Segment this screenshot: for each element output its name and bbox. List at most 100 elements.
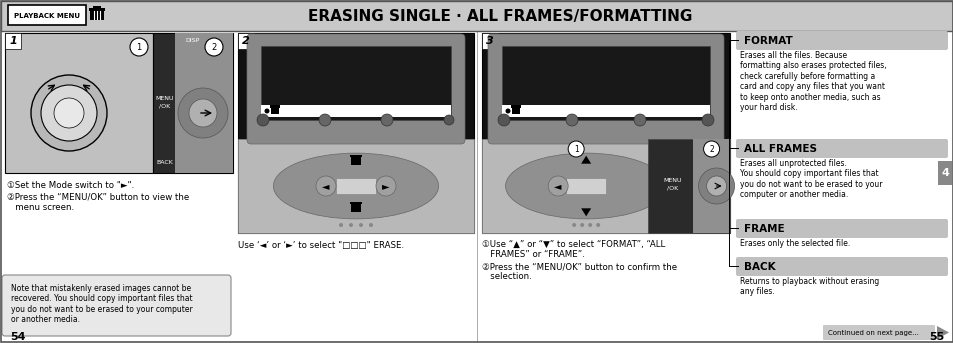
- Circle shape: [588, 223, 592, 227]
- FancyBboxPatch shape: [2, 275, 231, 336]
- Circle shape: [565, 114, 578, 126]
- Bar: [8, 5, 86, 25]
- Text: 2: 2: [708, 144, 713, 154]
- Bar: [237, 33, 474, 233]
- Circle shape: [349, 223, 353, 227]
- Text: ②Press the “MENU/OK” button to view the
   menu screen.: ②Press the “MENU/OK” button to view the …: [7, 193, 189, 212]
- Bar: [481, 33, 729, 233]
- Bar: [693, 139, 729, 233]
- Circle shape: [375, 176, 395, 196]
- Circle shape: [701, 114, 713, 126]
- Text: ◄: ◄: [322, 181, 330, 191]
- Bar: [501, 105, 709, 117]
- Circle shape: [338, 223, 343, 227]
- Circle shape: [358, 223, 363, 227]
- Text: ALL FRAMES: ALL FRAMES: [743, 143, 816, 154]
- Bar: [152, 33, 233, 173]
- Text: ②Press the “MENU/OK” button to confirm the
   selection.: ②Press the “MENU/OK” button to confirm t…: [481, 262, 677, 281]
- Text: 4: 4: [940, 168, 948, 178]
- FancyBboxPatch shape: [247, 34, 464, 144]
- Text: BACK: BACK: [156, 161, 173, 166]
- Bar: [501, 46, 709, 120]
- Bar: [481, 139, 729, 233]
- Text: Erases all unprotected files.
You should copy important files that
you do not wa: Erases all unprotected files. You should…: [740, 159, 882, 199]
- Bar: [350, 201, 361, 204]
- Text: /OK: /OK: [159, 104, 171, 108]
- Ellipse shape: [274, 153, 438, 219]
- Circle shape: [256, 114, 269, 126]
- Text: Erases only the selected file.: Erases only the selected file.: [740, 239, 849, 248]
- Circle shape: [318, 114, 331, 126]
- Circle shape: [41, 85, 97, 141]
- Bar: [261, 105, 451, 117]
- Text: FORMAT: FORMAT: [743, 35, 792, 46]
- Bar: [270, 105, 280, 107]
- Text: /OK: /OK: [666, 186, 678, 190]
- Circle shape: [579, 223, 583, 227]
- Circle shape: [380, 114, 393, 126]
- Bar: [89, 8, 105, 11]
- Circle shape: [634, 114, 645, 126]
- Text: 1: 1: [573, 144, 578, 154]
- Text: 2: 2: [212, 43, 216, 51]
- Bar: [937, 161, 951, 185]
- Bar: [335, 178, 375, 194]
- Text: DISP: DISP: [186, 38, 200, 44]
- Text: 2: 2: [242, 36, 250, 46]
- Text: MENU: MENU: [662, 177, 681, 182]
- Text: ERASING SINGLE · ALL FRAMES/FORMATTING: ERASING SINGLE · ALL FRAMES/FORMATTING: [308, 9, 692, 24]
- Text: ◄: ◄: [554, 181, 561, 191]
- Bar: [237, 139, 474, 233]
- Bar: [92, 6, 101, 9]
- Circle shape: [572, 223, 576, 227]
- Polygon shape: [580, 156, 591, 164]
- Text: ►: ►: [382, 181, 390, 191]
- FancyBboxPatch shape: [488, 34, 723, 144]
- Circle shape: [30, 75, 107, 151]
- Polygon shape: [936, 326, 948, 339]
- Bar: [351, 203, 360, 212]
- Circle shape: [205, 38, 223, 56]
- Circle shape: [369, 223, 373, 227]
- Text: MENU: MENU: [155, 95, 174, 100]
- Bar: [512, 107, 519, 114]
- FancyBboxPatch shape: [735, 139, 947, 158]
- Text: ①Set the Mode switch to "►".: ①Set the Mode switch to "►".: [7, 181, 134, 190]
- Bar: [351, 156, 360, 165]
- Circle shape: [703, 141, 719, 157]
- Polygon shape: [580, 208, 591, 216]
- Text: PLAYBACK MENU: PLAYBACK MENU: [14, 12, 80, 19]
- Circle shape: [189, 99, 216, 127]
- Text: 54: 54: [10, 332, 26, 342]
- Text: FRAME: FRAME: [743, 224, 783, 234]
- FancyBboxPatch shape: [735, 257, 947, 276]
- Text: 3: 3: [486, 36, 494, 46]
- Bar: [237, 33, 253, 49]
- Bar: [90, 10, 104, 20]
- Circle shape: [315, 176, 335, 196]
- Text: Returns to playback without erasing
any files.: Returns to playback without erasing any …: [740, 277, 879, 296]
- Bar: [174, 33, 233, 173]
- Text: 1: 1: [136, 43, 141, 51]
- Ellipse shape: [505, 153, 666, 219]
- FancyBboxPatch shape: [822, 325, 934, 340]
- Circle shape: [706, 176, 726, 196]
- Circle shape: [505, 108, 510, 114]
- Bar: [647, 139, 729, 233]
- Bar: [271, 107, 278, 114]
- Bar: [5, 33, 152, 173]
- Text: Erases all the files. Because
formatting also erases protected files,
check care: Erases all the files. Because formatting…: [740, 51, 885, 112]
- Circle shape: [264, 108, 269, 114]
- Circle shape: [497, 114, 510, 126]
- Text: 55: 55: [928, 332, 943, 342]
- Bar: [5, 33, 21, 49]
- Circle shape: [178, 88, 228, 138]
- Bar: [565, 178, 605, 194]
- Text: BACK: BACK: [743, 261, 775, 272]
- Text: 1: 1: [10, 36, 17, 46]
- Bar: [261, 46, 451, 120]
- Circle shape: [54, 98, 84, 128]
- Bar: [511, 105, 520, 107]
- Bar: [350, 154, 361, 157]
- Circle shape: [548, 176, 568, 196]
